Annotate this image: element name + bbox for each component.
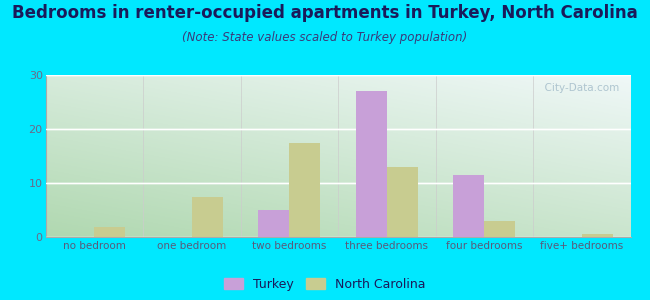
Bar <box>356 91 387 237</box>
Bar <box>484 221 515 237</box>
Bar <box>289 142 320 237</box>
Bar <box>94 227 125 237</box>
Text: (Note: State values scaled to Turkey population): (Note: State values scaled to Turkey pop… <box>183 32 467 44</box>
Bar <box>453 175 484 237</box>
Bar <box>582 234 613 237</box>
Bar <box>387 167 418 237</box>
Text: City-Data.com: City-Data.com <box>538 83 619 93</box>
Legend: Turkey, North Carolina: Turkey, North Carolina <box>224 278 426 291</box>
Text: Bedrooms in renter-occupied apartments in Turkey, North Carolina: Bedrooms in renter-occupied apartments i… <box>12 4 638 22</box>
Bar <box>192 196 223 237</box>
Bar <box>258 210 289 237</box>
